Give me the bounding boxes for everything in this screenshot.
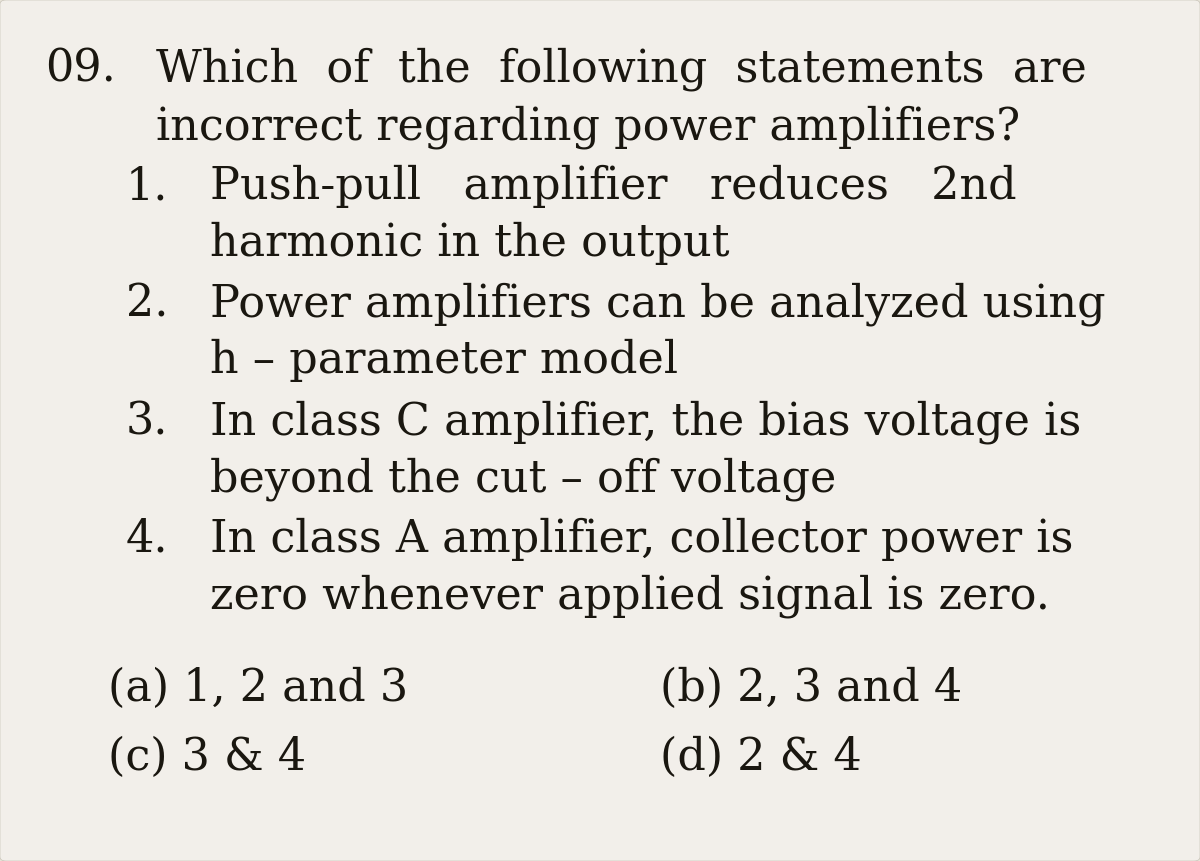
Text: beyond the cut – off voltage: beyond the cut – off voltage	[210, 457, 836, 501]
Text: harmonic in the output: harmonic in the output	[210, 222, 730, 265]
Text: incorrect regarding power amplifiers?: incorrect regarding power amplifiers?	[156, 105, 1020, 149]
Text: Which  of  the  following  statements  are: Which of the following statements are	[156, 47, 1087, 91]
Text: 3.: 3.	[126, 400, 168, 443]
Text: Power amplifiers can be analyzed using: Power amplifiers can be analyzed using	[210, 282, 1105, 326]
Text: (b) 2, 3 and 4: (b) 2, 3 and 4	[660, 667, 962, 710]
Text: 1.: 1.	[126, 165, 168, 208]
Text: (a) 1, 2 and 3: (a) 1, 2 and 3	[108, 667, 408, 710]
Text: h – parameter model: h – parameter model	[210, 339, 678, 382]
Text: 2.: 2.	[126, 282, 168, 325]
Text: In class C amplifier, the bias voltage is: In class C amplifier, the bias voltage i…	[210, 400, 1081, 444]
Text: Push-pull   amplifier   reduces   2nd: Push-pull amplifier reduces 2nd	[210, 165, 1016, 208]
Text: In class A amplifier, collector power is: In class A amplifier, collector power is	[210, 517, 1073, 561]
Text: (c) 3 & 4: (c) 3 & 4	[108, 736, 306, 779]
Text: zero whenever applied signal is zero.: zero whenever applied signal is zero.	[210, 574, 1050, 618]
Text: 09.: 09.	[46, 47, 116, 90]
Text: 4.: 4.	[126, 517, 168, 561]
Text: (d) 2 & 4: (d) 2 & 4	[660, 736, 862, 779]
